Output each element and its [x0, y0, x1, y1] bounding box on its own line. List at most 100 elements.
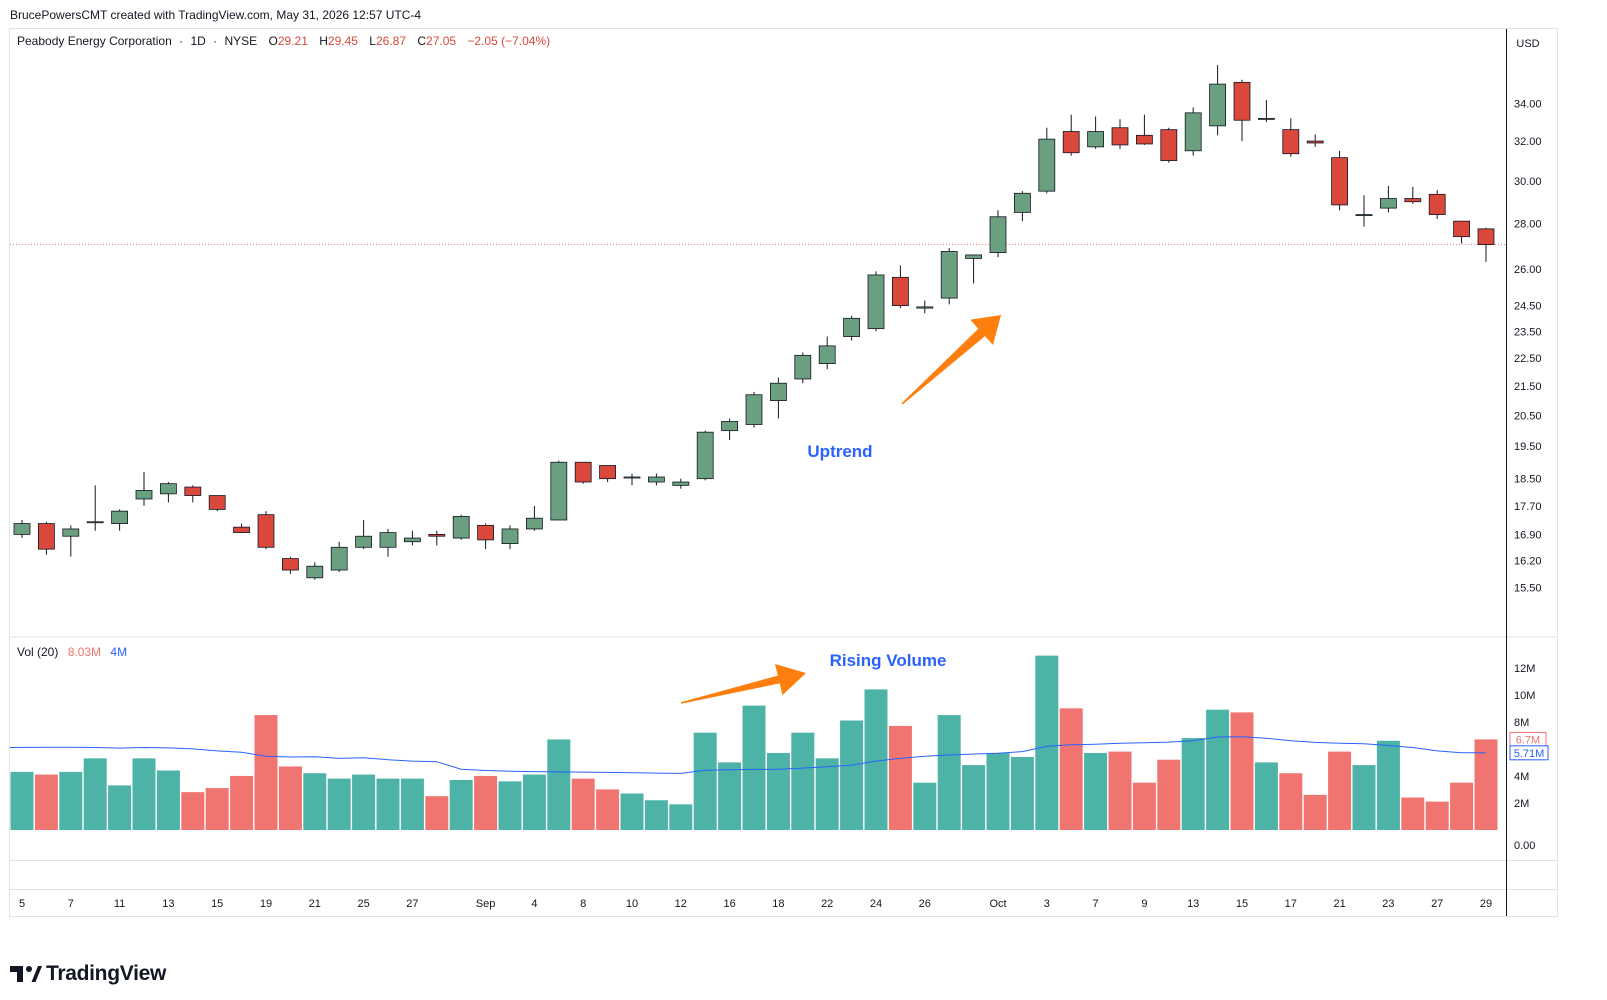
candle — [1404, 187, 1422, 204]
volume-bar — [522, 774, 546, 830]
candle-body — [892, 276, 909, 307]
candle — [159, 482, 177, 503]
time-tick-label: 16 — [723, 898, 735, 910]
volume-bar — [888, 725, 912, 830]
candle-body — [1136, 134, 1153, 145]
candle-body — [1477, 228, 1495, 246]
annotation-arrow-volume[interactable] — [680, 664, 806, 704]
volume-legend-value: 8.03M — [68, 645, 101, 659]
candle — [648, 473, 665, 486]
price-tick-label: 34.00 — [1514, 99, 1542, 111]
currency-label[interactable]: USD — [1516, 38, 1539, 50]
candle-body — [745, 394, 763, 425]
candle — [672, 478, 690, 489]
annotation-arrow-price[interactable] — [901, 315, 1002, 405]
volume-bar — [815, 758, 839, 830]
volume-bar — [83, 758, 107, 830]
volume-bar — [1084, 752, 1108, 830]
candle — [208, 495, 226, 512]
candle-body — [1258, 117, 1275, 120]
time-tick-label: 24 — [870, 898, 882, 910]
candle-body — [159, 483, 177, 495]
time-tick-label: 22 — [821, 898, 833, 910]
candle — [1355, 195, 1373, 227]
price-tick-label: 24.50 — [1514, 301, 1542, 313]
price-tick-label: 19.50 — [1514, 441, 1542, 453]
candle-body — [233, 526, 251, 533]
candle-body — [1380, 198, 1397, 209]
volume-bar — [10, 771, 34, 830]
volume-bar — [1181, 738, 1205, 830]
volume-bar — [840, 720, 864, 830]
candle-body — [770, 382, 787, 401]
candle-body — [574, 461, 592, 483]
volume-tick-label: 8M — [1514, 717, 1529, 729]
volume-bar — [571, 778, 595, 830]
candle-body — [1306, 140, 1324, 144]
svg-text:5.71M: 5.71M — [1514, 748, 1545, 760]
candle — [550, 460, 568, 521]
legend-sep: · — [179, 34, 183, 48]
time-tick-label: 18 — [772, 898, 784, 910]
price-tick-label: 30.00 — [1514, 176, 1542, 188]
volume-bar — [644, 800, 668, 830]
volume-bar — [937, 715, 961, 830]
volume-bar — [1401, 797, 1425, 830]
candle-body — [1282, 129, 1300, 155]
time-tick-label: 13 — [162, 898, 174, 910]
low-value: 26.87 — [376, 34, 406, 48]
time-tick-label: 15 — [1236, 898, 1248, 910]
legend-sep-2: · — [213, 34, 217, 48]
annotation-rising-volume[interactable]: Rising Volume — [830, 651, 947, 670]
candle — [403, 530, 421, 546]
candle-body — [1062, 131, 1080, 154]
volume-legend[interactable]: Vol (20) 8.03M 4M — [17, 645, 127, 659]
tradingview-logo-text: TradingView — [46, 962, 167, 985]
candle-body — [1331, 157, 1348, 206]
volume-bar — [230, 775, 254, 830]
volume-tick-label: 12M — [1514, 663, 1535, 675]
ma-current-label: 5.71M — [1509, 745, 1549, 761]
volume-bar — [1376, 740, 1400, 830]
time-axis[interactable]: 5 7 11 13 15 19 21 25 27 Sep 4 8 10 12 16 18 22 24 26 Oct 3 7… — [19, 898, 1492, 910]
candle — [184, 485, 202, 503]
candle-body — [1014, 192, 1031, 213]
candle-body — [452, 516, 470, 539]
volume-bar — [1059, 708, 1083, 830]
candle-body — [1038, 138, 1056, 192]
candle — [38, 521, 55, 555]
candle — [721, 418, 738, 440]
candle-body — [13, 523, 31, 535]
price-axis[interactable]: 15.50 16.20 16.90 17.70 18.50 19.50 20.50 21.50… — [1514, 99, 1542, 595]
time-tick-label: 7 — [68, 898, 74, 910]
volume-bar — [254, 715, 278, 830]
candle-body — [696, 431, 714, 480]
candle-body — [526, 517, 543, 530]
candle — [574, 461, 592, 484]
candle — [135, 472, 153, 506]
candle — [1331, 150, 1348, 211]
annotation-uptrend[interactable]: Uptrend — [807, 442, 872, 461]
candlestick-series — [13, 65, 1495, 580]
volume-zero-tick: 0.00 — [1514, 840, 1535, 852]
candle — [1453, 220, 1470, 244]
volume-axis[interactable]: 2M4M6M8M10M12M0.00 — [1514, 663, 1535, 852]
time-tick-label: 11 — [114, 898, 125, 910]
volume-bar — [742, 705, 766, 830]
volume-bar — [1450, 782, 1474, 830]
series-interval: 1D — [190, 34, 206, 48]
series-legend[interactable]: Peabody Energy Corporation · 1D · NYSE O… — [17, 34, 550, 48]
candle-body — [550, 461, 568, 521]
candle-body — [257, 514, 275, 548]
volume-bar — [1474, 739, 1498, 830]
time-tick-label: Oct — [989, 898, 1006, 910]
time-tick-label: 9 — [1141, 898, 1147, 910]
candle — [355, 519, 373, 550]
tradingview-logo[interactable]: TradingView — [10, 958, 166, 990]
volume-bar — [986, 752, 1010, 830]
candle-body — [721, 421, 738, 432]
volume-bar — [718, 762, 742, 830]
candle-body — [403, 537, 421, 543]
change-value: −2.05 (−7.04%) — [467, 34, 550, 48]
